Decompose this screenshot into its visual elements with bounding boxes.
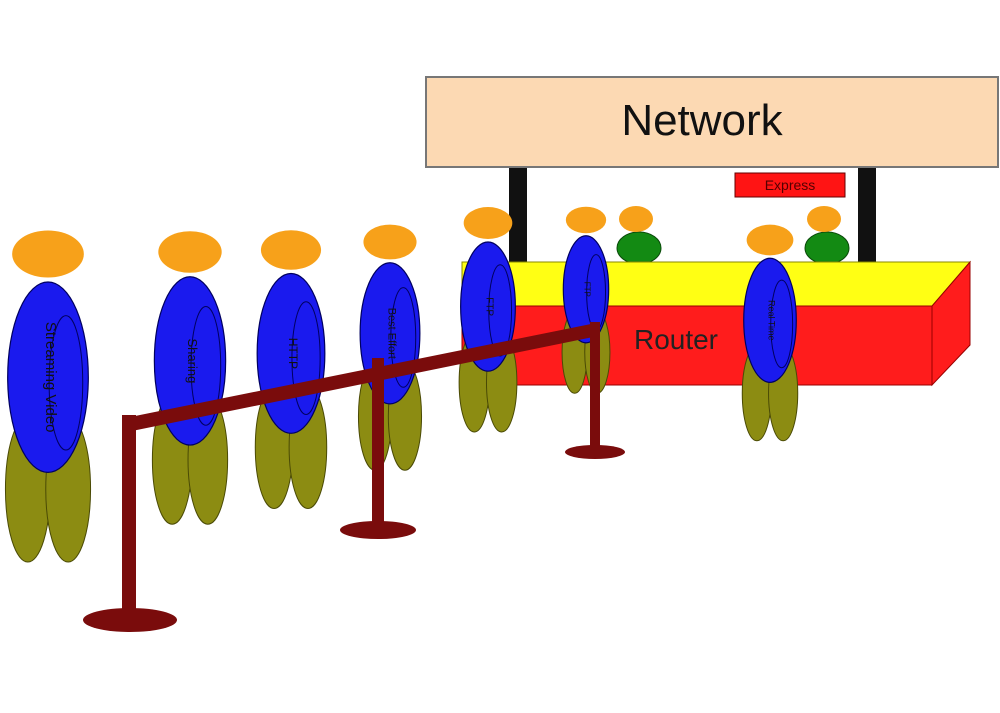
barrier-base-middle bbox=[340, 521, 416, 539]
person-http: HTTP bbox=[254, 230, 328, 509]
arm bbox=[190, 305, 222, 426]
queue-barrier bbox=[83, 322, 625, 632]
person-label: Streaming Video bbox=[42, 322, 59, 433]
head bbox=[565, 206, 607, 234]
express-label: Express bbox=[765, 177, 816, 193]
person-label: Real Time bbox=[767, 300, 777, 341]
torso bbox=[7, 281, 89, 473]
barrier-base-far bbox=[565, 445, 625, 459]
clerk-left bbox=[616, 206, 662, 265]
network-sign: Network bbox=[425, 76, 999, 168]
counter-top bbox=[461, 261, 972, 307]
barrier-rope bbox=[125, 323, 598, 432]
person-label: FTP bbox=[483, 297, 494, 316]
barrier-base-near bbox=[83, 608, 177, 632]
arm bbox=[291, 301, 321, 416]
person-ftp-1: FTP bbox=[458, 207, 518, 433]
person-ftp-2: FTP bbox=[561, 206, 611, 394]
sign-title: Network bbox=[621, 96, 783, 145]
express-sign: Express bbox=[734, 172, 846, 198]
torso bbox=[460, 241, 516, 372]
arm bbox=[390, 287, 417, 388]
express-board bbox=[734, 172, 846, 198]
person-streaming-video: Streaming Video bbox=[4, 230, 92, 563]
person-best-effort: Best Effort bbox=[357, 224, 423, 471]
clerk-right bbox=[804, 206, 850, 265]
person-label: HTTP bbox=[286, 338, 300, 369]
head bbox=[463, 207, 513, 239]
arm bbox=[770, 279, 794, 369]
torso bbox=[562, 235, 610, 344]
person-label: FTP bbox=[583, 282, 592, 297]
barrier-post-middle bbox=[372, 358, 384, 528]
head bbox=[12, 230, 84, 278]
router-counter: Router bbox=[461, 260, 972, 387]
arm bbox=[488, 264, 513, 357]
head bbox=[363, 224, 417, 260]
barrier-post-near bbox=[122, 415, 136, 617]
sign-board bbox=[425, 76, 999, 168]
arm bbox=[48, 315, 84, 451]
head bbox=[158, 231, 222, 273]
torso bbox=[743, 257, 797, 383]
person-real-time: Real Time bbox=[741, 224, 799, 442]
router-label: Router bbox=[634, 324, 718, 355]
person-sharing: Sharing bbox=[151, 231, 229, 525]
person-label: Sharing bbox=[185, 338, 200, 383]
head bbox=[260, 230, 322, 270]
head bbox=[746, 224, 794, 256]
person-label: Best Effort bbox=[385, 308, 397, 359]
barrier-post-far bbox=[590, 322, 600, 452]
